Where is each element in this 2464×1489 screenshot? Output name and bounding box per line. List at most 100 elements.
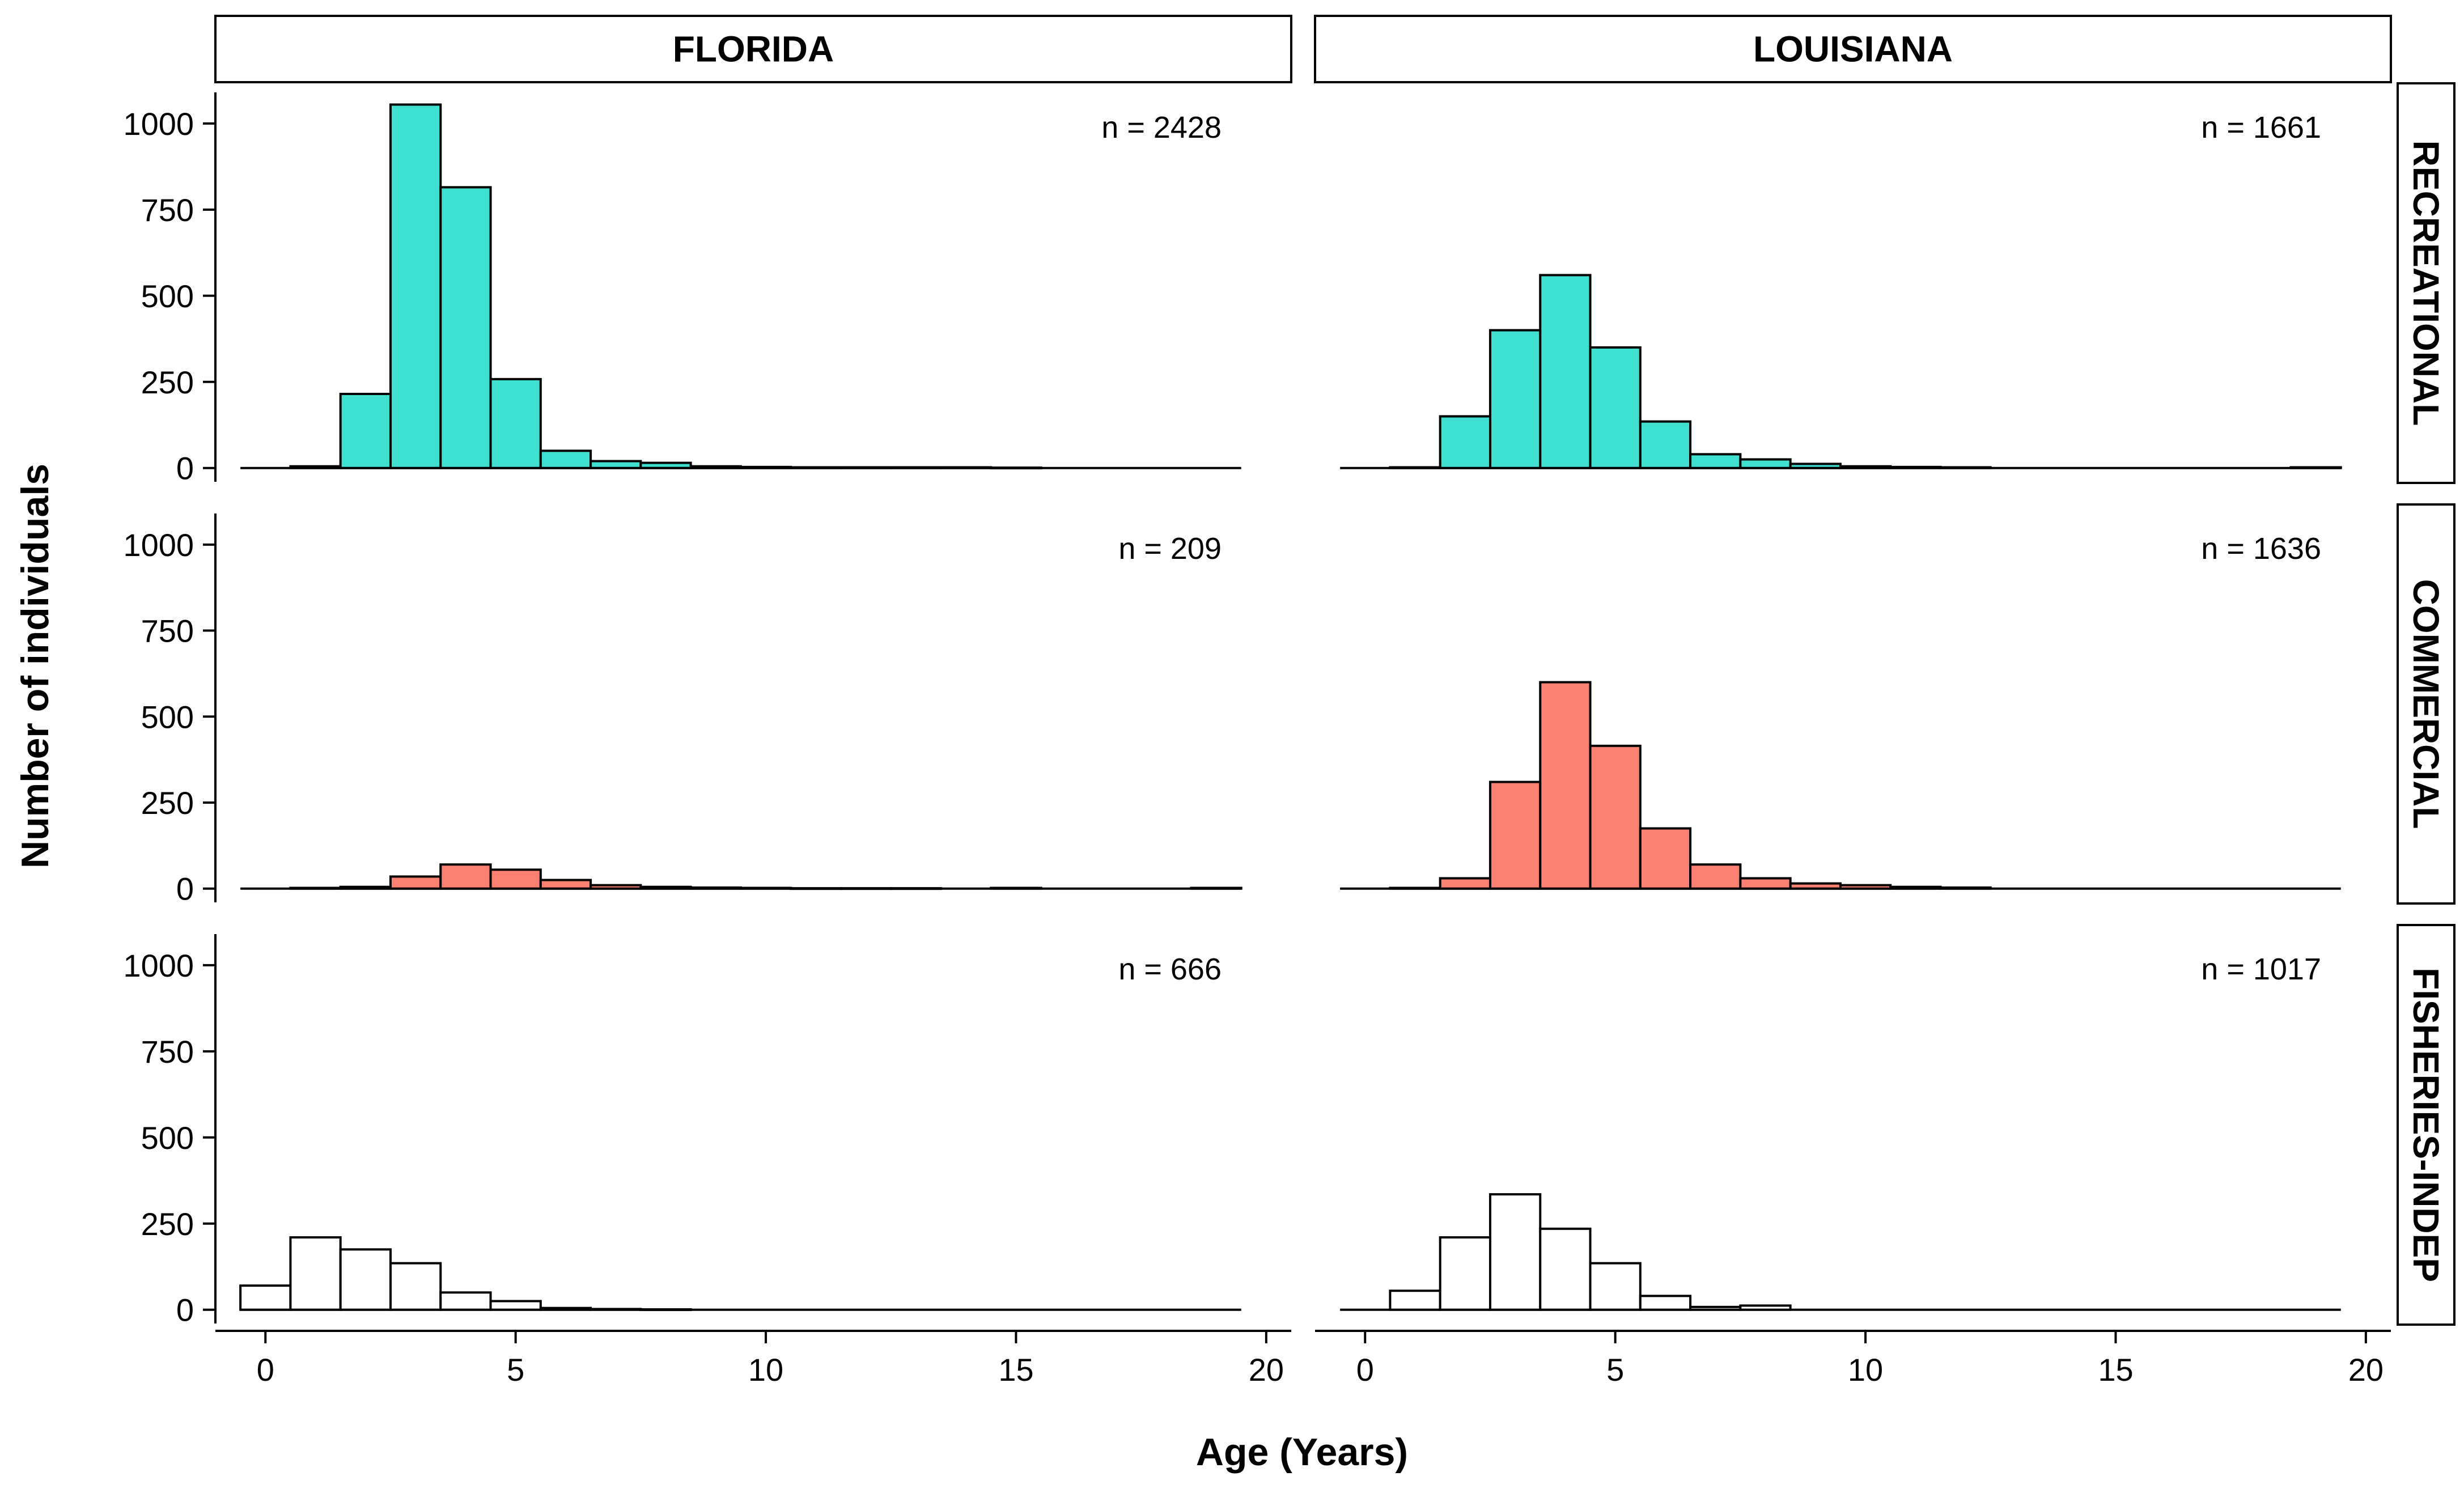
y-tick-label: 250 <box>141 364 194 400</box>
y-tick-label: 1000 <box>123 527 194 563</box>
sample-size-label: n = 2428 <box>1101 111 1222 145</box>
histogram-bar <box>1589 346 1642 469</box>
y-tick-label: 0 <box>176 1292 194 1328</box>
histogram-bar <box>689 465 742 469</box>
sample-size-label: n = 1661 <box>2201 111 2321 145</box>
histogram-bar <box>839 887 892 890</box>
panel-louisiana-commercial: n = 1636 <box>1340 532 2341 890</box>
histogram-bar <box>639 885 692 890</box>
histogram-bar <box>1839 465 1892 469</box>
histogram-bar <box>739 886 792 890</box>
x-axis-title: Age (Years) <box>1196 1431 1408 1474</box>
histogram-bar <box>1939 886 1992 890</box>
histogram-bar <box>1689 453 1742 469</box>
x-tick-label: 15 <box>2098 1352 2133 1388</box>
histogram-bar <box>790 887 842 890</box>
histogram-bar <box>1889 465 1942 469</box>
histogram-bar <box>639 1308 692 1312</box>
y-axis-title: Number of individuals <box>14 464 57 868</box>
histogram-bar <box>1389 1289 1441 1311</box>
histogram-bar <box>539 449 592 469</box>
histogram-bar <box>1689 863 1742 890</box>
histogram-bar <box>590 884 642 890</box>
y-tick-label: 750 <box>141 1034 194 1070</box>
histogram-bar <box>389 875 442 890</box>
panel-florida-recreational: n = 2428 <box>240 103 1241 470</box>
histogram-bar <box>539 879 592 890</box>
histogram-bar <box>1739 877 1792 890</box>
y-tick-label: 250 <box>141 1206 194 1242</box>
histogram-bar <box>889 466 943 469</box>
strip-label-recreational: RECREATIONAL <box>2406 141 2446 426</box>
histogram-bar <box>1639 1295 1692 1311</box>
panel-florida-commercial: n = 209 <box>240 532 1242 890</box>
histogram-bar <box>389 1262 442 1311</box>
histogram-bar <box>739 465 792 469</box>
histogram-bar <box>339 393 392 469</box>
y-tick-label: 0 <box>176 451 194 486</box>
histogram-bar <box>1190 886 1242 890</box>
histogram-bar <box>339 885 392 890</box>
histogram-bar <box>489 377 542 469</box>
histogram-bar <box>339 1248 392 1311</box>
histogram-bar <box>889 887 943 890</box>
histogram-bar <box>1639 420 1692 469</box>
strip-louisiana <box>1314 15 2392 83</box>
strip-label-fisheries-indep: FISHERIES-INDEP <box>2406 968 2446 1282</box>
y-tick-label: 1000 <box>123 948 194 983</box>
histogram-bar <box>539 1306 592 1311</box>
x-tick-label: 20 <box>2348 1352 2384 1388</box>
histogram-bar <box>2289 466 2342 469</box>
histogram-bar <box>1789 463 1842 469</box>
histogram-bar <box>1739 1304 1792 1311</box>
strip-label-louisiana: LOUISIANA <box>1753 29 1953 70</box>
x-tick-label: 0 <box>1356 1352 1374 1388</box>
histogram-bar <box>1439 1236 1491 1311</box>
histogram-bar <box>1389 466 1441 469</box>
panel-louisiana-fisheries-indep: n = 1017 <box>1340 952 2341 1311</box>
y-tick-label: 750 <box>141 613 194 649</box>
histogram-bar <box>1488 780 1542 890</box>
histogram-bar <box>1539 681 1592 890</box>
strip-recreational <box>2397 82 2455 484</box>
histogram-bar <box>1589 744 1642 890</box>
histogram-bar <box>689 886 742 890</box>
histogram-bar <box>1789 882 1842 890</box>
histogram-bar <box>439 1291 492 1311</box>
histogram-bar <box>1389 886 1441 890</box>
x-tick-label: 15 <box>998 1352 1033 1388</box>
histogram-bar <box>1739 458 1792 469</box>
histogram-bar <box>1889 885 1942 890</box>
x-tick-label: 10 <box>1848 1352 1883 1388</box>
panel-louisiana-recreational: n = 1661 <box>1340 111 2342 469</box>
y-tick-label: 500 <box>141 699 194 735</box>
y-tick-label: 250 <box>141 785 194 821</box>
sample-size-label: n = 666 <box>1118 952 1222 986</box>
histogram-bar <box>590 460 642 469</box>
histogram-bar <box>489 868 542 890</box>
x-tick-label: 0 <box>257 1352 274 1388</box>
sample-size-label: n = 1017 <box>2201 952 2321 986</box>
histogram-bar <box>1539 1227 1592 1311</box>
histogram-bar <box>990 886 1042 890</box>
histogram-bar <box>1589 1262 1642 1311</box>
y-tick-label: 1000 <box>123 106 194 142</box>
histogram-bar <box>489 1300 542 1311</box>
x-tick-label: 5 <box>507 1352 524 1388</box>
histogram-bar <box>639 461 692 469</box>
histogram-bar <box>289 465 342 469</box>
y-tick-label: 500 <box>141 278 194 314</box>
histogram-bar <box>940 466 993 469</box>
histogram-bar <box>1539 274 1592 469</box>
y-tick-label: 750 <box>141 192 194 228</box>
sample-size-label: n = 209 <box>1118 532 1222 566</box>
histogram-bar <box>439 186 492 469</box>
histogram-bar <box>1488 1193 1542 1311</box>
strip-commercial <box>2397 503 2455 905</box>
x-tick-label: 20 <box>1249 1352 1284 1388</box>
strip-fisheries-indep <box>2397 924 2455 1326</box>
histogram-bar <box>1439 877 1491 890</box>
histogram-bar <box>1689 1305 1742 1311</box>
histogram-bar <box>389 103 442 469</box>
